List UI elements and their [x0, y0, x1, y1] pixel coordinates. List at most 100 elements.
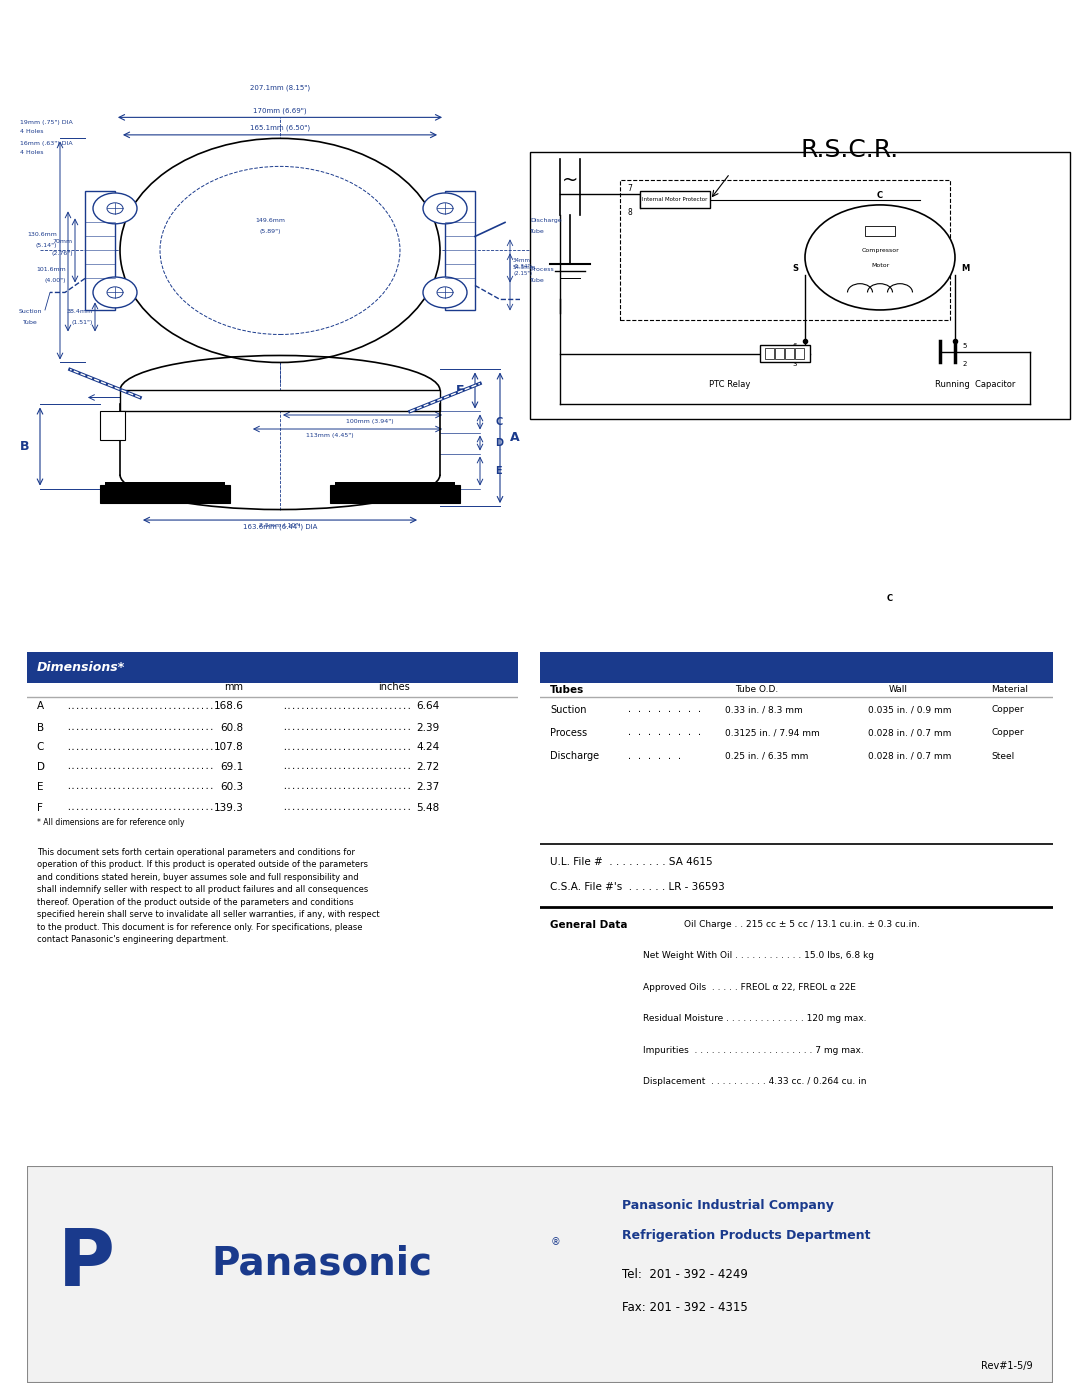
Bar [775, 348, 784, 359]
Circle shape [423, 193, 467, 224]
Text: 0.3125 in. / 7.94 mm: 0.3125 in. / 7.94 mm [725, 728, 820, 738]
Text: 16mm (.63") DIA: 16mm (.63") DIA [21, 141, 72, 147]
Text: A: A [510, 432, 519, 444]
Text: 2.5mm (.10"): 2.5mm (.10") [259, 522, 301, 528]
Text: inches: inches [379, 682, 410, 692]
Text: E: E [37, 781, 43, 792]
Text: B: B [21, 440, 30, 453]
Text: Copper: Copper [991, 705, 1024, 714]
Text: 69.1: 69.1 [220, 761, 243, 771]
Text: 34mm
(1.34"): 34mm (1.34") [513, 258, 532, 270]
Bar [100, 485, 230, 503]
Text: Fax: 201 - 392 - 4315: Fax: 201 - 392 - 4315 [622, 1301, 747, 1313]
Text: Tube O.D.: Tube O.D. [735, 686, 779, 694]
Text: 38.4mm: 38.4mm [67, 310, 93, 314]
Text: M: M [961, 264, 969, 274]
Text: S: S [792, 264, 798, 274]
Text: 70mm: 70mm [53, 239, 73, 244]
Text: C: C [887, 594, 893, 602]
Text: 4 Holes: 4 Holes [21, 151, 43, 155]
Text: 2.39: 2.39 [417, 722, 440, 732]
Text: E: E [495, 467, 501, 476]
Text: ................................: ................................ [66, 743, 214, 752]
Text: Running  Capacitor: Running Capacitor [935, 380, 1015, 388]
Text: C.S.A. File #'s  . . . . . . LR - 36593: C.S.A. File #'s . . . . . . LR - 36593 [551, 883, 725, 893]
Text: U.L. File #  . . . . . . . . . SA 4615: U.L. File # . . . . . . . . . SA 4615 [551, 856, 713, 868]
Text: 165.1mm (6.50"): 165.1mm (6.50") [249, 124, 310, 131]
Text: P: P [58, 1227, 114, 1302]
Text: Refrigeration Products Department: Refrigeration Products Department [622, 1229, 870, 1242]
Text: Internal Motor Protector: Internal Motor Protector [643, 197, 707, 203]
Text: 107.8: 107.8 [214, 742, 243, 752]
Text: 0.035 in. / 0.9 mm: 0.035 in. / 0.9 mm [868, 705, 951, 714]
Text: A: A [37, 701, 44, 711]
Text: 0.028 in. / 0.7 mm: 0.028 in. / 0.7 mm [868, 752, 951, 760]
Text: Net Weight With Oil . . . . . . . . . . . . 15.0 lbs, 6.8 kg: Net Weight With Oil . . . . . . . . . . … [643, 951, 874, 960]
Text: 130.6mm: 130.6mm [27, 232, 57, 237]
Text: 139.3: 139.3 [214, 803, 243, 813]
Text: ............................: ............................ [283, 743, 413, 752]
Text: 4.24: 4.24 [417, 742, 440, 752]
Text: 2.37: 2.37 [417, 781, 440, 792]
Text: 113mm (4.45"): 113mm (4.45") [307, 433, 354, 439]
Text: C: C [495, 416, 502, 427]
Text: Impurities  . . . . . . . . . . . . . . . . . . . . . 7 mg max.: Impurities . . . . . . . . . . . . . . .… [643, 1045, 863, 1055]
Text: 60.3: 60.3 [220, 781, 243, 792]
Text: C: C [37, 742, 44, 752]
Text: 60 Hz: 60 Hz [842, 80, 893, 98]
Text: . . . . . . . .: . . . . . . . . [627, 728, 702, 738]
Text: (5.89"): (5.89") [259, 229, 281, 233]
Text: 6: 6 [793, 344, 797, 349]
Bar [795, 348, 804, 359]
Text: 149.6mm: 149.6mm [255, 218, 285, 224]
Bar [865, 226, 895, 236]
Text: 2.72: 2.72 [417, 761, 440, 771]
Text: Single Phase: Single Phase [578, 24, 693, 42]
Text: Steel: Steel [991, 752, 1015, 760]
Text: Material: Material [991, 686, 1028, 694]
Text: Approved Oils  . . . . . FREOL α 22, FREOL α 22E: Approved Oils . . . . . FREOL α 22, FREO… [643, 983, 855, 992]
Text: B: B [37, 722, 44, 732]
Text: . . . . . . . .: . . . . . . . . [627, 705, 702, 714]
Bar [120, 391, 440, 412]
Text: Process: Process [551, 728, 588, 738]
Text: Displacement  . . . . . . . . . . 4.33 cc. / 0.264 cu. in: Displacement . . . . . . . . . . 4.33 cc… [643, 1077, 866, 1085]
Text: ............................: ............................ [283, 782, 413, 791]
Text: Tube: Tube [530, 229, 544, 233]
Text: Compressor: Compressor [221, 24, 354, 43]
Text: 207.1mm (8.15"): 207.1mm (8.15") [249, 84, 310, 91]
Text: Process: Process [530, 267, 554, 272]
Bar [105, 482, 225, 485]
Text: 8: 8 [627, 208, 633, 218]
Text: 0.028 in. / 0.7 mm: 0.028 in. / 0.7 mm [868, 728, 951, 738]
Text: Motor: Motor [870, 263, 889, 268]
Text: 5: 5 [962, 344, 968, 349]
Bar [330, 485, 460, 503]
Circle shape [120, 138, 440, 362]
Bar [100, 412, 125, 440]
Text: F: F [456, 384, 464, 397]
Text: Discharge: Discharge [530, 218, 562, 224]
Text: ~: ~ [562, 170, 578, 190]
Text: 163.6mm (6.44") DIA: 163.6mm (6.44") DIA [243, 524, 318, 529]
Bar [335, 482, 455, 485]
Text: . . . . . .: . . . . . . [627, 752, 683, 760]
Text: ................................: ................................ [66, 782, 214, 791]
Text: 101.6mm: 101.6mm [37, 267, 66, 272]
Text: R.S.C.R.: R.S.C.R. [801, 138, 900, 162]
Bar [785, 348, 794, 359]
Text: Tel:  201 - 392 - 4249: Tel: 201 - 392 - 4249 [622, 1268, 748, 1281]
Text: R-134a: R-134a [578, 80, 642, 98]
Text: ............................: ............................ [283, 763, 413, 771]
Text: C: C [877, 191, 883, 200]
Text: (1.51"): (1.51") [71, 320, 93, 326]
Text: 2: 2 [962, 360, 968, 367]
Text: General Data: General Data [551, 919, 627, 930]
Text: 4 Holes: 4 Holes [21, 129, 43, 134]
Text: Suction: Suction [18, 310, 42, 314]
Text: 54.5mm
(2.15"): 54.5mm (2.15") [513, 265, 537, 277]
Text: This document sets forth certain operational parameters and conditions for
opera: This document sets forth certain operati… [37, 848, 379, 944]
Text: 100mm (3.94"): 100mm (3.94") [347, 419, 394, 425]
Text: MATSUSHITA: MATSUSHITA [19, 24, 210, 49]
Text: Residual Moisture . . . . . . . . . . . . . . 120 mg max.: Residual Moisture . . . . . . . . . . . … [643, 1014, 866, 1023]
